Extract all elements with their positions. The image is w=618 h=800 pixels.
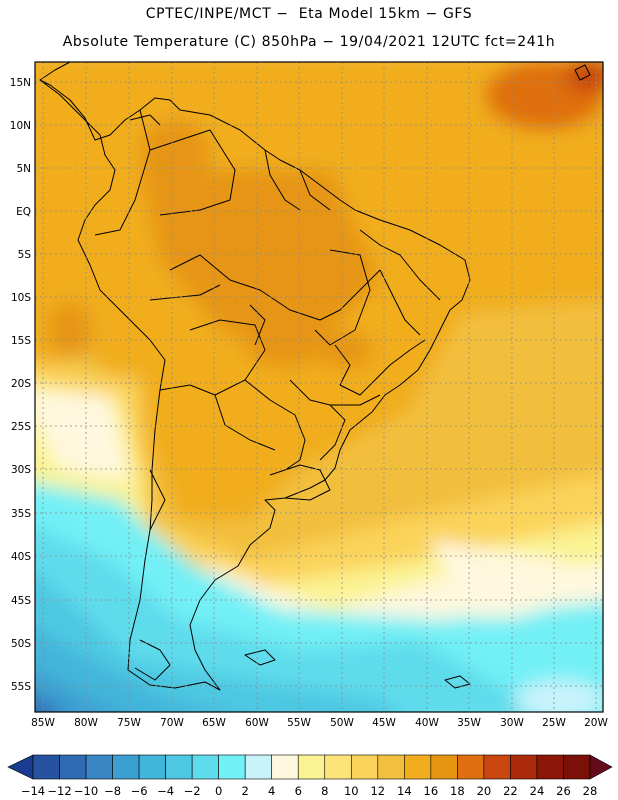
- colorbar-tick-label: 22: [503, 784, 518, 798]
- temperature-field: [35, 62, 603, 712]
- colorbar-tick-label: 2: [242, 784, 249, 798]
- colorbar-tick-label: 18: [450, 784, 465, 798]
- colorbar-tick-label: −10: [74, 784, 98, 798]
- lon-label: 30W: [500, 717, 524, 729]
- lon-label: 60W: [245, 717, 269, 729]
- lat-label: 45S: [11, 595, 31, 607]
- colorbar-ticks: −14 −12 −10 −8 −6 −4 −2 0 2 4 6 8 10 12 14 16 18 20 22 24 26…: [21, 784, 597, 798]
- colorbar-tick-label: 24: [530, 784, 545, 798]
- lat-label: 10N: [10, 120, 31, 132]
- colorbar-swatch: [297, 754, 326, 780]
- colorbar-swatch: [510, 754, 538, 780]
- lat-label: 40S: [11, 551, 31, 563]
- colorbar-swatch: [32, 754, 60, 780]
- colorbar-swatch: [59, 754, 87, 780]
- lon-label: 70W: [160, 717, 184, 729]
- colorbar-swatch: [430, 754, 458, 780]
- colorbar-swatch: [85, 754, 113, 780]
- colorbar-tick-label: 26: [556, 784, 571, 798]
- colorbar-tick-label: −6: [131, 784, 148, 798]
- colorbar-tick-label: −14: [21, 784, 45, 798]
- lat-label: 25S: [11, 421, 31, 433]
- lon-label: 75W: [117, 717, 141, 729]
- colorbar-tick-label: 0: [215, 784, 222, 798]
- latitude-axis: 15N 10N 5N EQ 5S 10S 15S 20S 25S 30S 35S…: [10, 77, 32, 693]
- colorbar-swatch: [483, 754, 511, 780]
- colorbar-tick-label: 16: [424, 784, 439, 798]
- colorbar-swatch: [563, 754, 591, 780]
- colorbar-tick-label: −2: [184, 784, 201, 798]
- lon-label: 80W: [74, 717, 98, 729]
- colorbar-swatch: [165, 754, 193, 780]
- colorbar-tick-label: 28: [583, 784, 598, 798]
- lat-label: 15S: [11, 335, 31, 347]
- colorbar-tick-label: −12: [47, 784, 71, 798]
- colorbar-swatch: [244, 754, 273, 780]
- colorbar-swatches: [7, 754, 613, 780]
- lat-label: 50S: [11, 638, 31, 650]
- lat-label: 5N: [16, 163, 31, 175]
- colorbar-tick-label: 20: [477, 784, 492, 798]
- lon-label: 40W: [415, 717, 439, 729]
- colorbar-arrow-high: [589, 754, 613, 780]
- lon-label: 20W: [584, 717, 608, 729]
- map-frame: [34, 61, 604, 713]
- colorbar-swatch: [218, 754, 246, 780]
- lat-label: 30S: [11, 464, 31, 476]
- lon-label: 45W: [372, 717, 396, 729]
- lon-label: 85W: [31, 717, 55, 729]
- colorbar-tick-label: −4: [157, 784, 174, 798]
- lon-label: 55W: [287, 717, 311, 729]
- colorbar-tick-label: 12: [370, 784, 385, 798]
- colorbar-swatch: [324, 754, 352, 780]
- lon-label: 65W: [202, 717, 226, 729]
- lon-label: 50W: [330, 717, 354, 729]
- colorbar-arrow-low: [7, 754, 34, 780]
- lat-label: EQ: [16, 206, 31, 218]
- colorbar-swatch: [536, 754, 564, 780]
- map-title: CPTEC/INPE/MCT − Eta Model 15km − GFS: [145, 6, 473, 22]
- longitude-axis: 85W 80W 75W 70W 65W 60W 55W 50W 45W 40W …: [31, 717, 608, 729]
- colorbar-swatch: [271, 754, 299, 780]
- lat-label: 55S: [11, 681, 31, 693]
- colorbar-tick-label: 6: [295, 784, 302, 798]
- colorbar-swatch: [377, 754, 405, 780]
- grid-lines: [35, 62, 603, 712]
- colorbar-tick-label: 8: [321, 784, 328, 798]
- colorbar-swatch: [138, 754, 166, 780]
- lat-label: 10S: [11, 292, 31, 304]
- lat-label: 35S: [11, 508, 31, 520]
- lat-label: 15N: [10, 77, 31, 89]
- colorbar-tick-label: 10: [344, 784, 359, 798]
- colorbar-swatch: [191, 754, 219, 780]
- lon-label: 25W: [542, 717, 566, 729]
- colorbar-swatch: [112, 754, 140, 780]
- colorbar-swatch: [350, 754, 379, 780]
- colorbar-tick-label: −8: [104, 784, 121, 798]
- map-subtitle: Absolute Temperature (C) 850hPa − 19/04/…: [62, 34, 556, 50]
- colorbar-tick-label: 14: [397, 784, 412, 798]
- colorbar-swatch: [404, 754, 432, 780]
- lat-label: 20S: [11, 378, 31, 390]
- colorbar-swatch: [457, 754, 485, 780]
- lon-label: 35W: [457, 717, 481, 729]
- lat-label: 5S: [18, 249, 32, 261]
- colorbar-tick-label: 4: [268, 784, 275, 798]
